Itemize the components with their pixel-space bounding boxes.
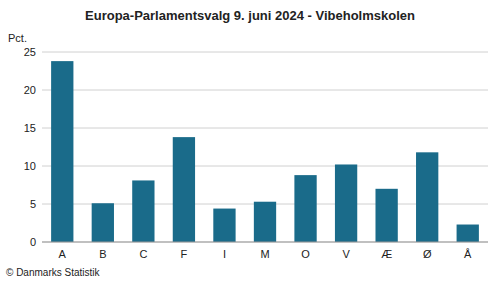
bar — [457, 225, 479, 242]
y-tick-label: 10 — [24, 160, 36, 172]
bar — [213, 209, 235, 242]
x-tick-label: C — [139, 248, 147, 260]
bar — [375, 189, 397, 242]
chart: Europa-Parlamentsvalg 9. juni 2024 - Vib… — [0, 0, 500, 282]
x-tick-label: F — [181, 248, 188, 260]
grid-line — [42, 52, 488, 53]
x-tick-label: Æ — [381, 248, 392, 260]
x-tick-label: Ø — [423, 248, 432, 260]
y-tick-label: 0 — [30, 236, 36, 248]
bars — [51, 61, 479, 242]
x-tick-label: O — [301, 248, 310, 260]
grid-line — [42, 90, 488, 91]
x-tick-label: Å — [464, 248, 472, 260]
bar — [92, 203, 114, 242]
y-axis-label: Pct. — [8, 32, 27, 44]
bar — [254, 202, 276, 242]
bar — [416, 152, 438, 242]
x-axis-line — [42, 242, 488, 243]
x-tick-label: V — [342, 248, 350, 260]
x-tick-label: I — [223, 248, 226, 260]
bar — [173, 137, 195, 242]
grid-line — [42, 128, 488, 129]
y-tick-label: 25 — [24, 46, 36, 58]
grid-line — [42, 242, 488, 243]
chart-container: Europa-Parlamentsvalg 9. juni 2024 - Vib… — [0, 0, 500, 282]
x-tick-label: A — [59, 248, 67, 260]
bar — [132, 180, 154, 242]
title: Europa-Parlamentsvalg 9. juni 2024 - Vib… — [85, 8, 415, 23]
bar — [335, 164, 357, 242]
y-tick-label: 15 — [24, 122, 36, 134]
x-tick-label: B — [99, 248, 106, 260]
grid — [42, 52, 488, 242]
x-tick-label: M — [260, 248, 269, 260]
bar — [294, 175, 316, 242]
bar — [51, 61, 73, 242]
y-tick-label: 20 — [24, 84, 36, 96]
y-tick-label: 5 — [30, 198, 36, 210]
footer: © Danmarks Statistik — [6, 267, 101, 278]
